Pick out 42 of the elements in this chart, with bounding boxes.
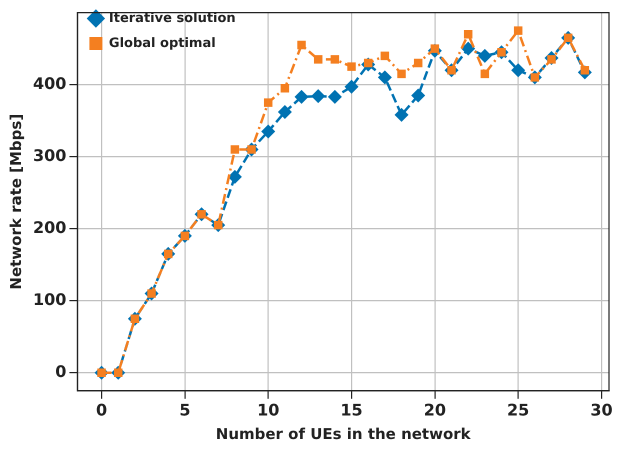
y-tick-label: 300 [32, 146, 66, 165]
point [414, 58, 422, 68]
point [278, 105, 292, 120]
point [394, 108, 409, 122]
point [344, 80, 359, 94]
point [264, 98, 272, 107]
point [380, 52, 390, 60]
point [330, 55, 340, 64]
point [314, 55, 322, 64]
point [311, 89, 326, 104]
point [511, 63, 526, 78]
legend-label: Global optimal [108, 36, 216, 51]
x-tick-label: 0 [96, 400, 108, 420]
point [261, 124, 276, 138]
point [294, 90, 309, 104]
point [297, 40, 306, 50]
point [514, 26, 522, 35]
point [347, 62, 356, 71]
y-axis-title: Network rate [Mbps] [6, 114, 25, 290]
point [328, 90, 342, 104]
x-tick-label: 25 [507, 400, 530, 420]
x-tick-label: 30 [590, 400, 613, 420]
y-tick-label: 400 [32, 74, 66, 93]
x-tick-label: 20 [424, 400, 446, 420]
legend-label: Iterative solution [108, 10, 236, 26]
x-tick-label: 10 [257, 400, 280, 420]
point [228, 170, 242, 184]
y-tick-label: 100 [32, 290, 66, 309]
point [397, 70, 406, 78]
point [378, 70, 392, 84]
point [461, 42, 476, 56]
point [280, 84, 290, 92]
x-axis-title: Number of UEs in the network [216, 424, 472, 443]
x-tick-label: 15 [340, 400, 363, 420]
x-tick-label: 5 [179, 400, 190, 420]
y-tick-label: 200 [32, 218, 66, 237]
point [480, 70, 490, 78]
point [411, 88, 426, 102]
point [464, 30, 472, 38]
y-tick-label: 0 [55, 362, 66, 381]
point [478, 48, 492, 63]
point [230, 145, 240, 154]
